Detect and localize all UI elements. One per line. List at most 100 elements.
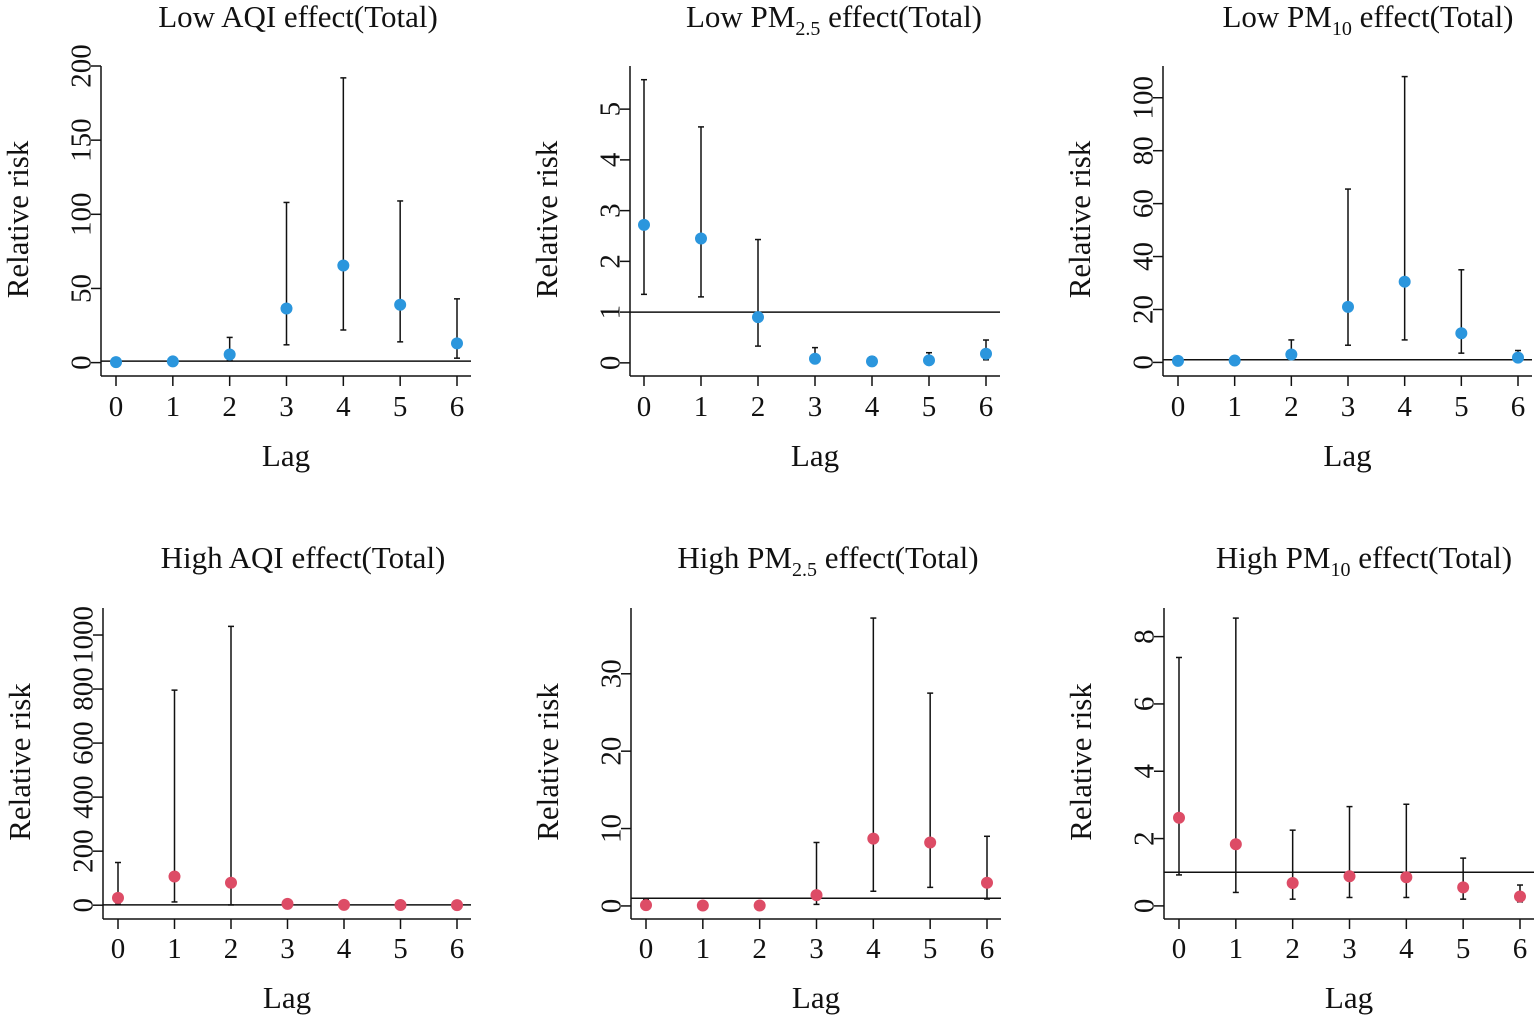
chart-panel-6: High PM10 effect(Total) 0 2 4 6 8 0 1 2 3 4 5 6 Lag Re…: [1063, 540, 1534, 1015]
data-point: [280, 302, 293, 315]
x-tick-label: 6: [450, 391, 465, 423]
data-point: [451, 899, 463, 912]
data-point: [1400, 871, 1413, 884]
x-tick-label: 2: [222, 391, 237, 423]
chart-title: High AQI effect(Total): [161, 540, 446, 575]
chart-title-text: Low PM: [686, 0, 795, 34]
x-tick-label: 2: [224, 933, 239, 965]
chart-title-subscript: 2.5: [792, 559, 817, 581]
data-point: [1286, 877, 1299, 890]
x-tick-label: 5: [393, 391, 408, 423]
chart-title-text: Low AQI effect(Total): [158, 0, 438, 34]
y-tick-label: 5: [595, 102, 627, 117]
data-point: [166, 355, 179, 368]
data-point: [168, 870, 181, 883]
chart-title-text: High PM: [677, 540, 792, 575]
data-point: [753, 899, 766, 912]
data-point: [752, 311, 764, 324]
x-tick-label: 6: [1511, 391, 1526, 423]
data-point: [866, 355, 878, 368]
y-tick-label: 4: [1129, 764, 1161, 779]
x-tick-label: 6: [980, 933, 995, 965]
chart-title-text: High AQI effect(Total): [161, 540, 446, 575]
y-tick-label: 0: [596, 899, 628, 914]
y-tick-label: 4: [595, 152, 627, 167]
x-tick-label: 4: [865, 391, 880, 423]
data-point: [980, 347, 992, 360]
y-tick-label: 40: [1128, 242, 1160, 271]
y-tick-label: 8: [1129, 629, 1161, 644]
data-point: [1229, 838, 1242, 851]
y-tick-label: 0: [1129, 899, 1161, 914]
y-tick-label: 1: [595, 305, 627, 320]
data-point: [1285, 348, 1298, 361]
x-tick-label: 1: [167, 933, 182, 965]
chart-panel-1: Low AQI effect(Total) 0 50 100 150 200 0 1 2 3 4 5 6…: [0, 0, 471, 473]
x-tick-label: 3: [808, 391, 823, 423]
y-tick-label: 100: [66, 193, 98, 237]
chart-panel-2: Low PM2.5 effect(Total) 0 1 2 3 4 5 0 1 2 3 4 5 6 Lag R…: [529, 0, 1000, 473]
y-tick-label: 150: [66, 118, 98, 162]
chart-title: Low AQI effect(Total): [158, 0, 438, 34]
x-tick-label: 3: [1342, 933, 1357, 965]
chart-title-subscript: 10: [1330, 559, 1350, 581]
data-point: [810, 889, 823, 902]
data-point: [809, 352, 821, 365]
data-point: [923, 354, 935, 367]
chart-title-text: effect(Total): [1352, 0, 1514, 34]
x-axis-label: Lag: [792, 980, 840, 1015]
data-point: [223, 348, 236, 361]
x-tick-label: 1: [166, 391, 181, 423]
y-tick-label: 100: [1128, 76, 1160, 120]
data-point: [867, 832, 880, 845]
x-tick-label: 3: [280, 933, 295, 965]
chart-title-text: effect(Total): [820, 0, 982, 34]
data-point: [225, 876, 237, 889]
y-axis-label: Relative risk: [529, 140, 564, 298]
y-tick-label: 2: [1129, 831, 1161, 846]
y-tick-label: 1000: [68, 606, 100, 664]
data-point: [981, 876, 993, 889]
x-tick-label: 4: [1399, 933, 1414, 965]
x-tick-label: 5: [923, 933, 938, 965]
chart-title-text: effect(Total): [1350, 540, 1512, 575]
y-tick-label: 0: [68, 898, 100, 913]
chart-title-text: effect(Total): [817, 540, 979, 575]
chart-title: Low PM2.5 effect(Total): [686, 0, 982, 40]
data-point: [696, 899, 709, 912]
chart-title: High PM2.5 effect(Total): [677, 540, 978, 581]
y-axis-label: Relative risk: [1062, 140, 1097, 298]
x-tick-label: 0: [1172, 933, 1187, 965]
y-tick-label: 2: [595, 254, 627, 269]
y-tick-label: 30: [596, 659, 628, 688]
data-point: [394, 899, 407, 912]
x-tick-label: 2: [751, 391, 766, 423]
x-tick-label: 2: [752, 933, 767, 965]
x-tick-label: 6: [979, 391, 994, 423]
y-tick-label: 10: [596, 814, 628, 843]
data-point: [394, 298, 407, 311]
y-tick-label: 6: [1129, 697, 1161, 712]
data-point: [1457, 881, 1470, 894]
y-tick-label: 200: [66, 44, 98, 88]
y-tick-label: 800: [68, 667, 100, 711]
y-tick-label: 20: [1128, 295, 1160, 324]
data-point: [1514, 890, 1526, 903]
x-tick-label: 0: [637, 391, 652, 423]
x-tick-label: 5: [393, 933, 408, 965]
x-tick-label: 1: [1227, 391, 1242, 423]
chart-panel-3: Low PM10 effect(Total) 0 20 40 60 80 100 0 1 2 3 4 5…: [1062, 0, 1532, 473]
y-tick-label: 50: [66, 274, 98, 303]
y-tick-label: 60: [1128, 189, 1160, 218]
x-tick-label: 2: [1285, 933, 1300, 965]
data-point: [640, 899, 652, 912]
data-point: [112, 891, 124, 904]
y-tick-label: 80: [1128, 136, 1160, 165]
data-point: [451, 337, 463, 350]
x-tick-label: 1: [694, 391, 709, 423]
data-point: [337, 259, 350, 272]
y-tick-label: 0: [1128, 355, 1160, 370]
y-tick-label: 600: [68, 721, 100, 765]
data-point: [1172, 354, 1184, 367]
x-tick-label: 6: [450, 933, 465, 965]
